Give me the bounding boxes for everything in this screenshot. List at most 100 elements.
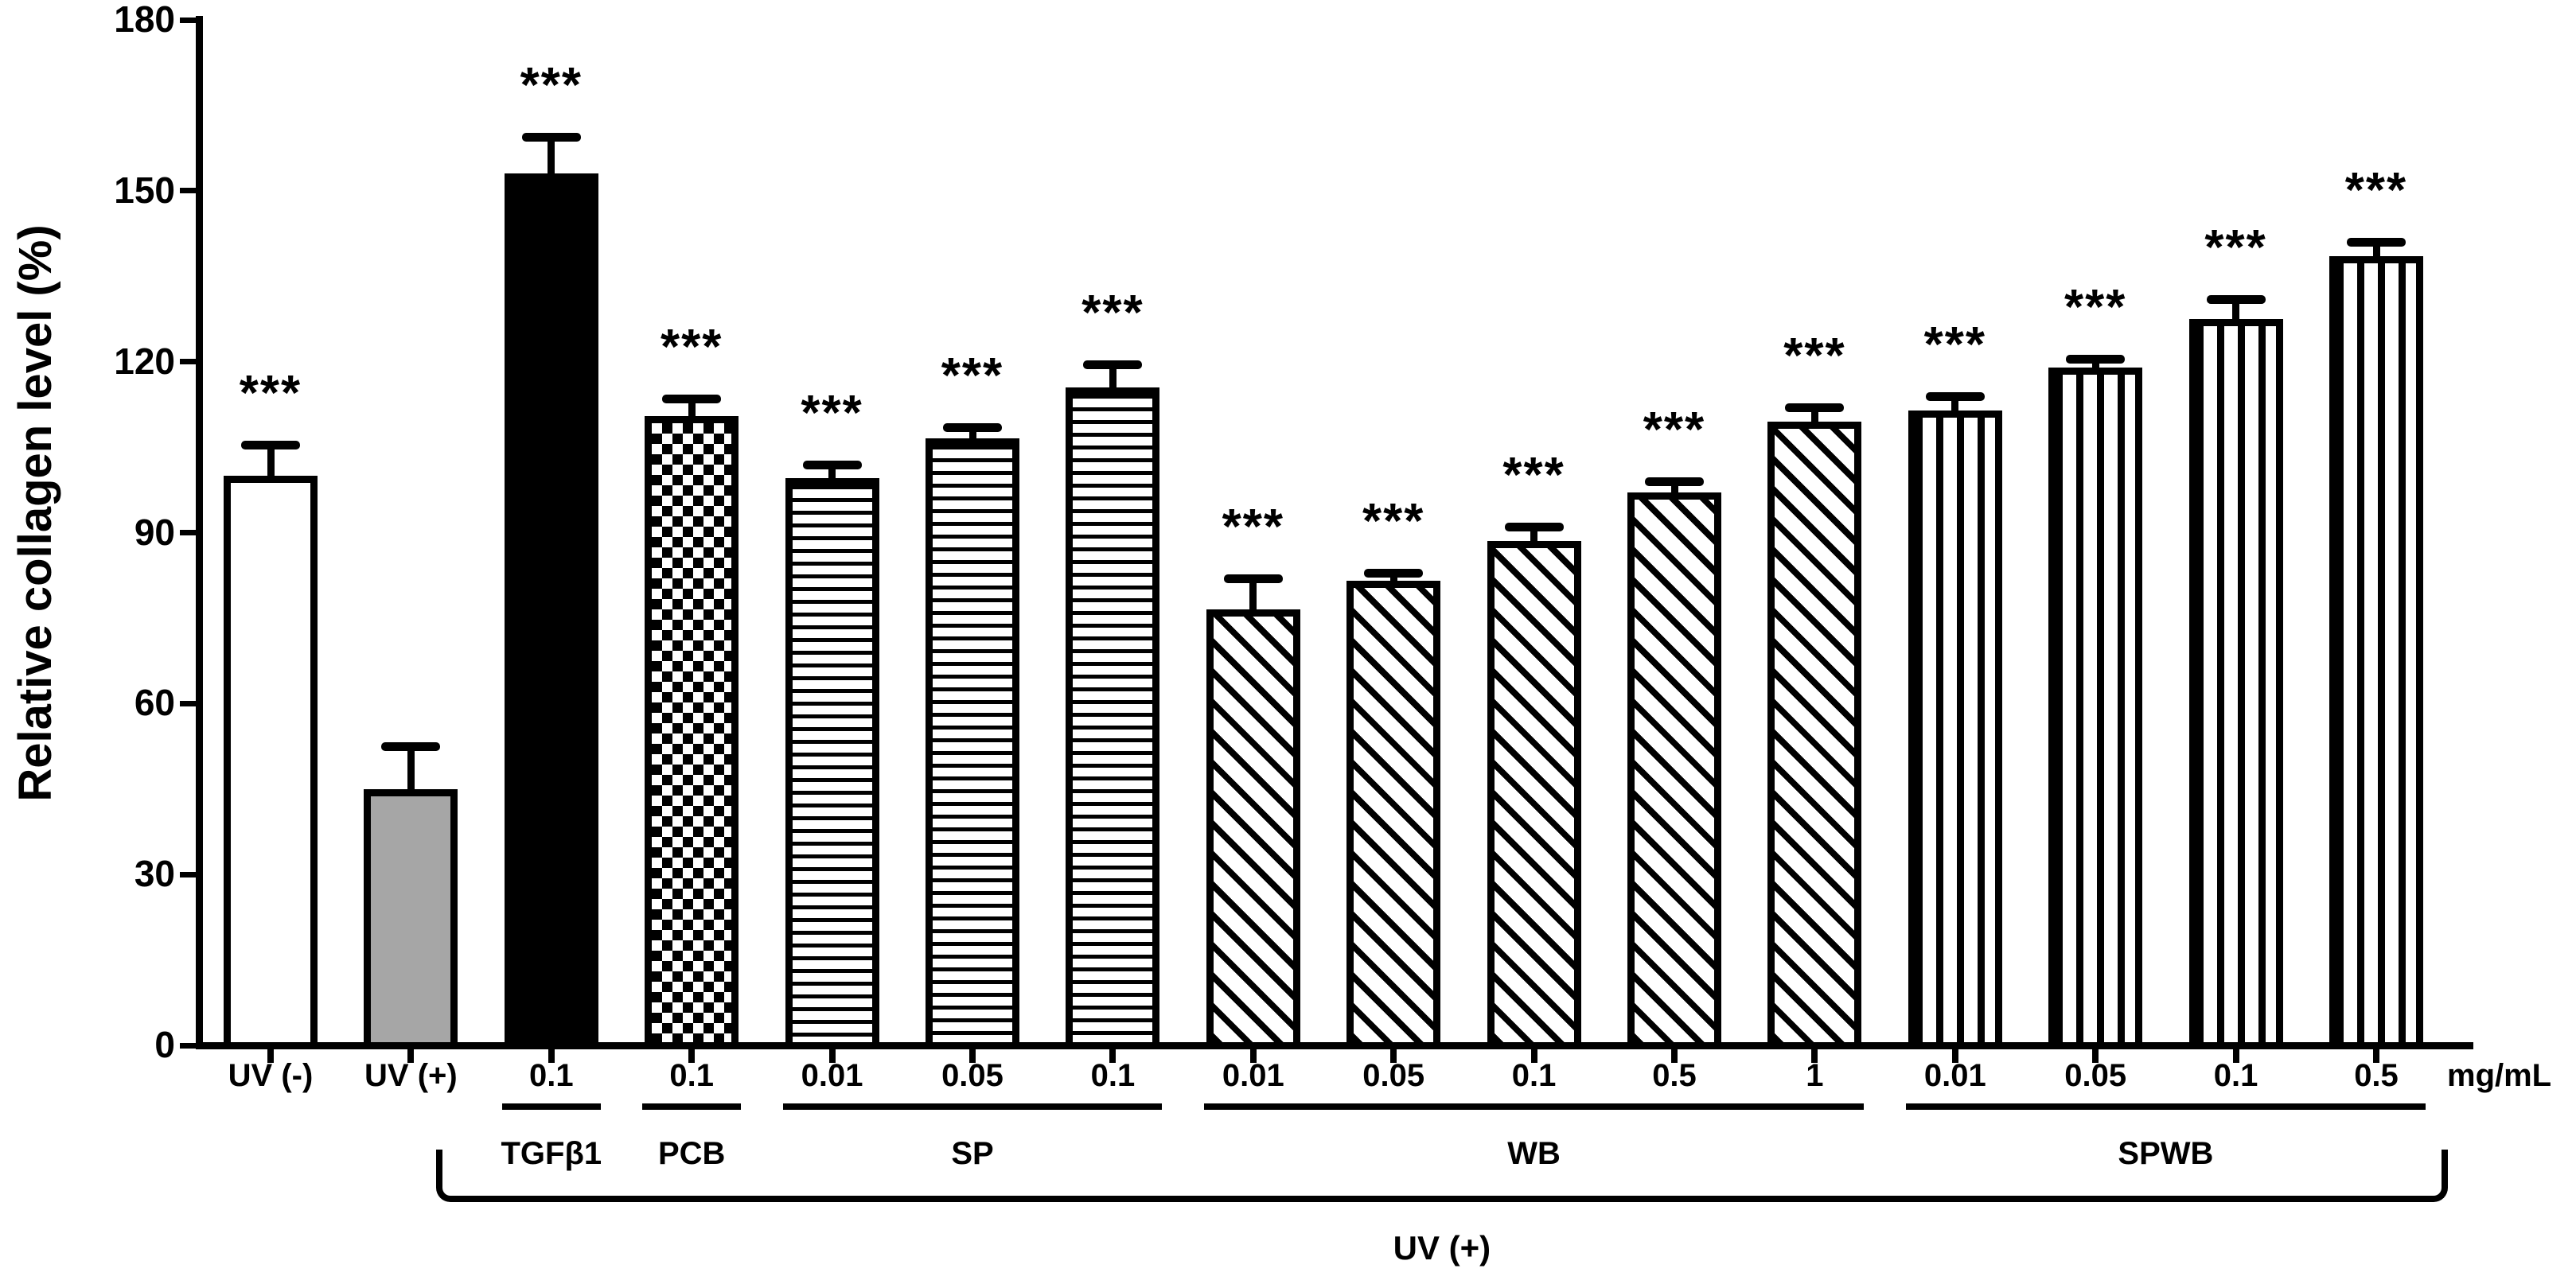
y-tick-120 bbox=[180, 359, 201, 365]
bar-6 bbox=[1066, 387, 1160, 1049]
bar-4 bbox=[785, 478, 879, 1049]
y-tick-label-0: 0 bbox=[154, 1024, 175, 1065]
significance-marker-9: *** bbox=[1502, 448, 1565, 504]
error-bar-stem-11 bbox=[1810, 407, 1818, 431]
x-tick-label-5: 0.05 bbox=[941, 1058, 1004, 1093]
group-label-0: TGFβ1 bbox=[501, 1136, 602, 1171]
x-tick-label-2: 0.1 bbox=[528, 1058, 574, 1093]
x-tick-5 bbox=[969, 1045, 976, 1063]
bar-5 bbox=[926, 438, 1019, 1049]
error-bar-stem-1 bbox=[407, 746, 415, 799]
group-label-3: WB bbox=[1507, 1136, 1561, 1171]
y-tick-30 bbox=[180, 871, 201, 877]
error-bar-cap-6 bbox=[1083, 360, 1143, 370]
x-tick-label-8: 0.05 bbox=[1362, 1058, 1425, 1093]
significance-marker-10: *** bbox=[1643, 403, 1706, 458]
error-bar-stem-15 bbox=[2372, 242, 2380, 267]
error-bar-cap-1 bbox=[381, 742, 441, 752]
error-bar-stem-12 bbox=[1951, 395, 1959, 420]
y-tick-label-120: 120 bbox=[114, 340, 175, 382]
x-tick-4 bbox=[828, 1045, 836, 1063]
x-tick-14 bbox=[2232, 1045, 2239, 1063]
x-tick-13 bbox=[2092, 1045, 2099, 1063]
bar-10 bbox=[1627, 492, 1721, 1049]
x-tick-label-9: 0.1 bbox=[1511, 1058, 1557, 1093]
error-bar-stem-9 bbox=[1530, 527, 1538, 551]
x-unit-label: mg/mL bbox=[2447, 1058, 2552, 1093]
error-bar-cap-12 bbox=[1925, 391, 1985, 401]
x-tick-label-11: 1 bbox=[1806, 1058, 1824, 1093]
x-tick-8 bbox=[1390, 1045, 1397, 1063]
x-tick-3 bbox=[688, 1045, 696, 1063]
x-tick-12 bbox=[1951, 1045, 1958, 1063]
group-underline-3 bbox=[1203, 1103, 1865, 1110]
y-tick-90 bbox=[180, 530, 201, 535]
x-tick-6 bbox=[1109, 1045, 1117, 1063]
x-tick-label-4: 0.01 bbox=[801, 1058, 863, 1093]
significance-marker-14: *** bbox=[2204, 220, 2267, 275]
y-tick-label-90: 90 bbox=[134, 511, 175, 553]
x-tick-1 bbox=[407, 1045, 415, 1063]
x-tick-label-6: 0.1 bbox=[1090, 1058, 1136, 1093]
x-tick-label-12: 0.01 bbox=[1923, 1058, 1986, 1093]
x-tick-15 bbox=[2373, 1045, 2379, 1063]
error-bar-stem-14 bbox=[2232, 298, 2240, 329]
error-bar-stem-3 bbox=[688, 399, 696, 426]
significance-marker-0: *** bbox=[239, 365, 302, 421]
error-bar-cap-7 bbox=[1223, 574, 1283, 583]
significance-marker-2: *** bbox=[520, 57, 583, 113]
significance-marker-8: *** bbox=[1362, 493, 1425, 549]
error-bar-cap-15 bbox=[2347, 238, 2406, 247]
significance-marker-11: *** bbox=[1783, 328, 1846, 383]
error-bar-stem-2 bbox=[548, 136, 555, 184]
significance-marker-13: *** bbox=[2064, 280, 2127, 336]
significance-marker-3: *** bbox=[660, 320, 723, 376]
bar-12 bbox=[1908, 410, 2002, 1049]
x-tick-label-13: 0.05 bbox=[2064, 1058, 2127, 1093]
group-underline-4 bbox=[1905, 1103, 2426, 1110]
group-underline-0 bbox=[501, 1103, 601, 1110]
group-label-1: PCB bbox=[657, 1136, 726, 1171]
x-tick-label-15: 0.5 bbox=[2354, 1058, 2399, 1093]
error-bar-stem-0 bbox=[267, 444, 275, 485]
error-bar-cap-2 bbox=[521, 132, 581, 142]
error-bar-cap-9 bbox=[1504, 523, 1564, 532]
error-bar-stem-6 bbox=[1109, 364, 1117, 397]
y-axis-line bbox=[196, 16, 203, 1049]
significance-marker-15: *** bbox=[2344, 163, 2408, 219]
bar-13 bbox=[2048, 367, 2143, 1049]
x-tick-label-0: UV (-) bbox=[228, 1058, 314, 1093]
group-label-4: SPWB bbox=[2118, 1136, 2214, 1171]
bar-8 bbox=[1346, 581, 1441, 1049]
bar-11 bbox=[1767, 421, 1862, 1049]
bar-1 bbox=[364, 788, 458, 1049]
x-tick-label-7: 0.01 bbox=[1222, 1058, 1284, 1093]
x-tick-7 bbox=[1249, 1045, 1257, 1063]
error-bar-cap-14 bbox=[2206, 294, 2266, 304]
error-bar-stem-7 bbox=[1249, 578, 1257, 620]
significance-marker-6: *** bbox=[1081, 286, 1144, 341]
x-tick-label-1: UV (+) bbox=[364, 1058, 458, 1093]
x-tick-label-10: 0.5 bbox=[1652, 1058, 1697, 1093]
significance-marker-4: *** bbox=[801, 385, 863, 441]
error-bar-cap-5 bbox=[943, 423, 1002, 433]
error-bar-stem-5 bbox=[968, 427, 976, 449]
significance-marker-12: *** bbox=[1923, 317, 1986, 372]
y-tick-180 bbox=[180, 17, 201, 23]
error-bar-cap-8 bbox=[1364, 568, 1424, 578]
group-underline-2 bbox=[782, 1103, 1163, 1110]
error-bar-cap-11 bbox=[1785, 403, 1845, 412]
y-tick-label-150: 150 bbox=[114, 169, 175, 211]
bar-3 bbox=[645, 415, 739, 1049]
bar-9 bbox=[1487, 541, 1581, 1049]
error-bar-stem-4 bbox=[828, 464, 836, 488]
x-tick-label-3: 0.1 bbox=[669, 1058, 714, 1093]
significance-marker-7: *** bbox=[1222, 499, 1284, 555]
bar-14 bbox=[2188, 318, 2283, 1049]
error-bar-cap-0 bbox=[241, 440, 300, 449]
bar-15 bbox=[2329, 256, 2423, 1049]
significance-marker-5: *** bbox=[941, 348, 1004, 404]
y-tick-label-180: 180 bbox=[114, 0, 175, 40]
group-label-2: SP bbox=[951, 1136, 994, 1171]
